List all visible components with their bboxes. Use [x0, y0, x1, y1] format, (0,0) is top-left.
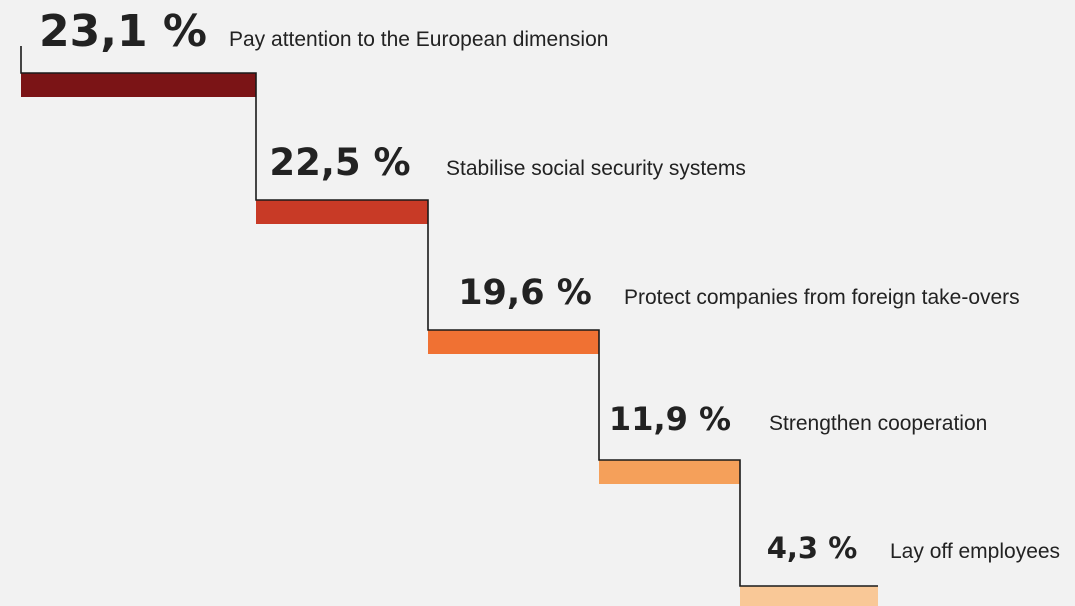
value-label: 4,3 %: [767, 531, 858, 565]
category-label: Lay off employees: [890, 540, 1060, 563]
step-bar: [256, 200, 428, 224]
value-label: 11,9 %: [609, 400, 731, 438]
step-bar: [740, 586, 878, 606]
value-label: 23,1 %: [39, 6, 207, 57]
category-label: Pay attention to the European dimension: [229, 28, 608, 51]
step-bar: [428, 330, 599, 354]
step-bar: [21, 73, 256, 97]
value-label: 22,5 %: [269, 141, 410, 184]
steps-layer: [21, 73, 878, 606]
step-bar: [599, 460, 740, 484]
category-label: Protect companies from foreign take-over…: [624, 286, 1020, 309]
value-label: 19,6 %: [458, 273, 592, 313]
category-label: Stabilise social security systems: [446, 157, 746, 180]
category-label: Strengthen cooperation: [769, 412, 987, 435]
staircase-outline: [20, 46, 878, 587]
